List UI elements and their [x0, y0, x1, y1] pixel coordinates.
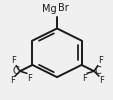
Text: C: C	[94, 66, 100, 76]
Text: F: F	[97, 56, 102, 65]
Text: F: F	[11, 56, 16, 65]
Text: F: F	[10, 76, 15, 85]
Text: C: C	[13, 66, 19, 76]
Text: F: F	[81, 74, 86, 83]
Text: F: F	[27, 74, 32, 83]
Text: Mg: Mg	[41, 4, 56, 14]
Text: Br: Br	[57, 3, 68, 13]
Text: F: F	[98, 76, 103, 85]
